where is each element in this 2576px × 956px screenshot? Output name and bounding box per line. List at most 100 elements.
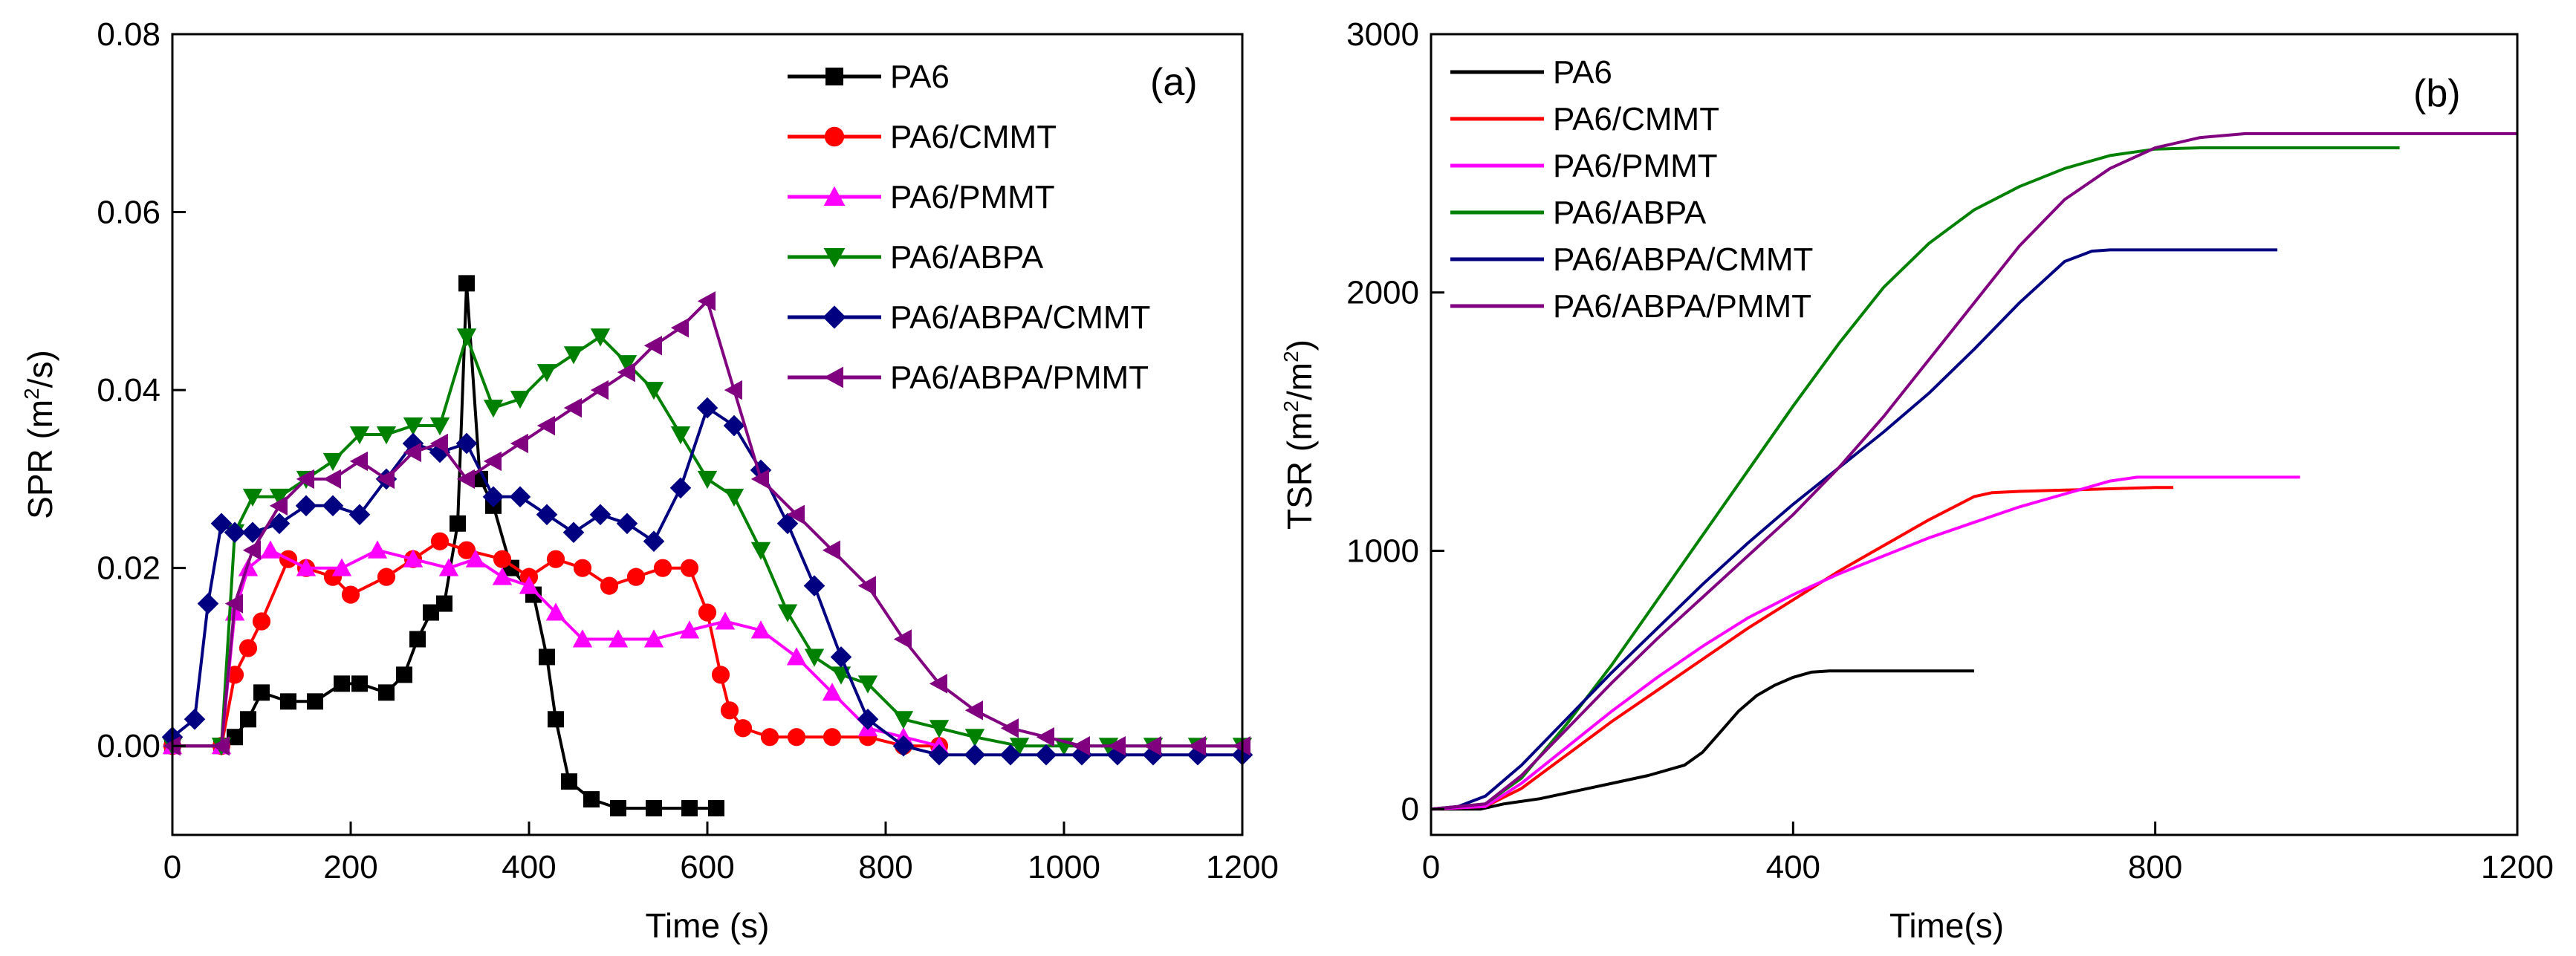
data-point-pa6-cmmt xyxy=(787,728,806,747)
legend-label-pa6: PA6 xyxy=(890,59,950,95)
data-point-pa6-abpa xyxy=(1009,738,1030,756)
panel-a-legend: PA6 PA6/CMMT PA6/PMMT PA6/ABPA PA6/ABPA/CMMT… xyxy=(788,59,1150,396)
data-point-pa6-abpa-cmmt xyxy=(669,477,692,499)
panel-a-y-axis-title-part: /s) xyxy=(21,350,59,388)
data-point-pa6-abpa-pmmt xyxy=(1107,736,1126,756)
data-point-pa6-abpa-pmmt xyxy=(322,469,341,490)
data-point-pa6-abpa-pmmt xyxy=(964,700,983,721)
series-line-pa6-abpa-cmmt xyxy=(1430,248,2278,811)
data-point-pa6-cmmt xyxy=(239,639,258,657)
data-point-pa6-abpa-pmmt xyxy=(724,380,742,400)
series-pa6-abpa-cmmt xyxy=(1430,248,2278,811)
series-line-pa6-abpa-pmmt xyxy=(1430,131,2517,811)
data-point-pa6-abpa xyxy=(670,426,691,445)
data-point-pa6 xyxy=(378,684,395,701)
data-point-pa6 xyxy=(548,711,564,728)
data-point-pa6-pmmt xyxy=(643,629,664,648)
series-pa6 xyxy=(1431,669,1974,811)
data-point-pa6-pmmt xyxy=(465,549,486,568)
data-point-pa6-abpa-pmmt xyxy=(224,594,243,614)
legend-label-pa6-pmmt: PA6/PMMT xyxy=(890,179,1055,215)
data-point-pa6-abpa-cmmt xyxy=(402,432,424,455)
data-point-pa6-abpa-pmmt xyxy=(590,380,609,400)
data-point-pa6-abpa-pmmt xyxy=(483,451,502,472)
data-point-pa6-abpa-pmmt xyxy=(670,318,689,338)
data-point-pa6-abpa-cmmt xyxy=(295,495,317,517)
legend-item-pa6: PA6 xyxy=(1450,54,1612,91)
panel-b-plot-frame xyxy=(1430,33,2519,836)
data-point-pa6-abpa xyxy=(536,364,557,383)
x-tick-label: 1200 xyxy=(2481,849,2554,885)
x-tick-label: 800 xyxy=(858,849,912,885)
data-point-pa6-abpa-cmmt xyxy=(562,521,585,544)
data-point-pa6-abpa-pmmt xyxy=(1143,736,1161,756)
x-tick-label: 0 xyxy=(1422,849,1440,885)
y-tick-label: 1000 xyxy=(1346,533,1419,569)
data-point-pa6-abpa xyxy=(242,488,263,507)
data-point-pa6-cmmt xyxy=(493,550,512,568)
panel-a-label: (a) xyxy=(1150,61,1198,104)
data-point-pa6-abpa xyxy=(322,452,343,472)
data-point-pa6 xyxy=(227,729,243,746)
data-point-pa6 xyxy=(351,675,368,692)
data-point-pa6-abpa-cmmt xyxy=(482,486,505,508)
data-point-pa6-pmmt xyxy=(260,540,281,559)
data-point-pa6-abpa xyxy=(456,328,477,347)
data-point-pa6-pmmt xyxy=(679,620,700,639)
data-point-pa6-pmmt xyxy=(519,576,539,594)
legend-label-pa6-abpa-pmmt: PA6/ABPA/PMMT xyxy=(890,360,1149,396)
data-point-pa6-abpa-cmmt xyxy=(197,593,219,614)
data-point-pa6-abpa xyxy=(617,355,637,374)
data-point-pa6 xyxy=(539,648,555,666)
data-point-pa6-abpa-pmmt xyxy=(617,362,635,383)
data-point-pa6-pmmt xyxy=(296,558,317,576)
data-point-pa6-pmmt xyxy=(715,611,736,630)
data-point-pa6 xyxy=(450,515,466,532)
data-point-pa6-abpa-pmmt xyxy=(403,442,421,463)
data-point-pa6-abpa-pmmt xyxy=(376,469,395,490)
series-line-pa6-cmmt xyxy=(1430,486,2173,811)
data-point-pa6-abpa xyxy=(403,417,424,436)
panel-b-x-axis-title: Time(s) xyxy=(1889,906,2004,945)
data-point-pa6-abpa-cmmt xyxy=(616,513,638,535)
data-point-pa6-abpa-pmmt xyxy=(786,504,805,524)
y-tick-label: 2000 xyxy=(1346,275,1419,311)
data-point-pa6-abpa-pmmt xyxy=(242,540,261,560)
data-point-pa6-abpa xyxy=(804,648,825,667)
panel-b-ticks: 0 400 800 1200 0 1000 2000 3000 xyxy=(1346,16,2554,885)
data-point-pa6-cmmt xyxy=(698,603,717,622)
data-point-pa6-cmmt xyxy=(377,568,396,586)
legend-marker-pa6-cmmt xyxy=(824,126,845,147)
data-point-pa6 xyxy=(423,604,439,621)
data-point-pa6-abpa-cmmt xyxy=(589,504,611,526)
panel-a-series-layer xyxy=(161,275,1253,817)
panel-a-y-axis-title-part: SPR (m xyxy=(21,400,59,519)
data-point-pa6-cmmt xyxy=(457,541,476,559)
data-point-pa6-abpa-pmmt xyxy=(1036,727,1054,747)
y-tick-label: 0.06 xyxy=(97,195,160,231)
data-point-pa6-abpa-cmmt xyxy=(892,735,915,757)
legend-label-pa6-abpa-pmmt: PA6/ABPA/PMMT xyxy=(1553,288,1811,325)
series-pa6 xyxy=(164,275,724,817)
data-point-pa6 xyxy=(561,773,577,790)
data-point-pa6-cmmt xyxy=(626,568,646,586)
panel-a-y-axis-title-superscript: 2 xyxy=(20,388,43,400)
data-point-pa6-cmmt xyxy=(600,576,619,595)
data-point-pa6-abpa xyxy=(697,470,718,490)
data-point-pa6-abpa-pmmt xyxy=(1187,736,1206,756)
data-point-pa6-abpa-cmmt xyxy=(723,414,745,437)
legend-label-pa6-abpa-cmmt: PA6/ABPA/CMMT xyxy=(890,299,1150,336)
data-point-pa6-pmmt xyxy=(367,540,388,559)
data-point-pa6-abpa-cmmt xyxy=(643,530,665,553)
data-point-pa6-abpa-cmmt xyxy=(322,495,344,517)
legend-label-pa6-cmmt: PA6/CMMT xyxy=(1553,101,1719,137)
data-point-pa6-abpa-cmmt xyxy=(803,575,825,596)
legend-item-pa6-abpa: PA6/ABPA xyxy=(1450,195,1707,231)
data-point-pa6-abpa-pmmt xyxy=(510,433,528,454)
data-point-pa6-abpa-pmmt xyxy=(349,451,368,472)
data-point-pa6-cmmt xyxy=(733,719,753,738)
legend-item-pa6-cmmt: PA6/CMMT xyxy=(788,119,1057,155)
data-point-pa6-abpa xyxy=(929,720,950,738)
x-tick-label: 200 xyxy=(323,849,377,885)
legend-label-pa6-abpa: PA6/ABPA xyxy=(1553,195,1707,231)
